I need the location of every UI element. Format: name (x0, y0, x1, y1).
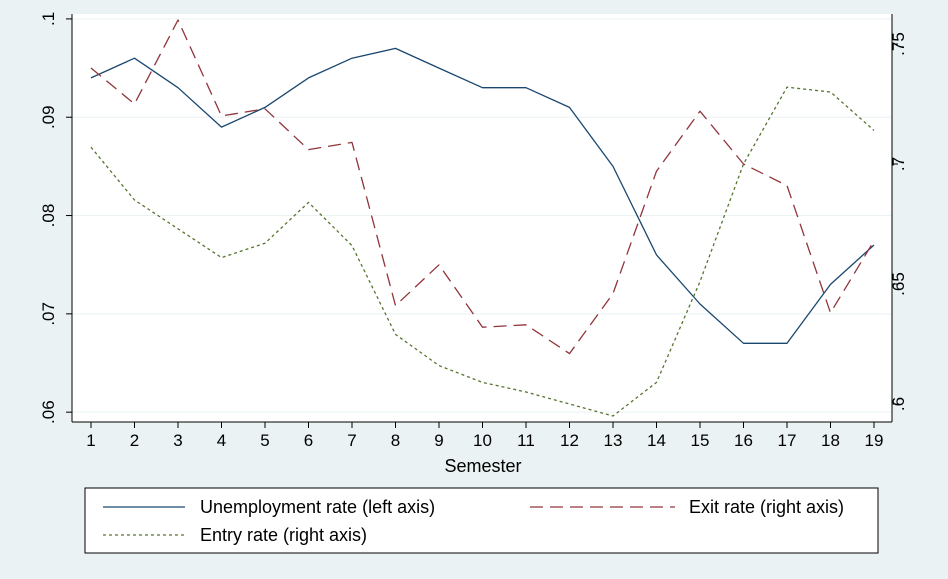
legend-box (84, 487, 879, 554)
right-tick-label: .7 (889, 157, 908, 171)
left-tick-label: .07 (39, 302, 58, 326)
left-tick-label: .08 (39, 204, 58, 228)
right-tick-label: .6 (889, 397, 908, 411)
x-tick-label: 16 (734, 431, 753, 450)
x-tick-label: 11 (517, 431, 535, 450)
right-tick-label: .65 (889, 272, 908, 296)
x-tick-label: 6 (304, 431, 313, 450)
x-tick-label: 14 (647, 431, 666, 450)
right-tick-label: .75 (889, 32, 908, 56)
x-tick-label: 12 (560, 431, 579, 450)
x-tick-label: 5 (260, 431, 269, 450)
gridlines (72, 18, 892, 413)
x-tick-label: 9 (434, 431, 443, 450)
x-tick-label: 10 (473, 431, 492, 450)
legend-label: Entry rate (right axis) (200, 525, 367, 545)
x-tick-label: 15 (691, 431, 710, 450)
x-tick-label: 7 (347, 431, 356, 450)
series-line (90, 19, 875, 355)
left-tick-label: .06 (39, 400, 58, 424)
legend-label: Unemployment rate (left axis) (200, 497, 435, 517)
x-tick-label: 8 (391, 431, 400, 450)
left-tick-label: .1 (39, 12, 58, 26)
x-tick-label: 17 (778, 431, 797, 450)
x-tick-label: 3 (173, 431, 182, 450)
x-tick-label: 13 (604, 431, 623, 450)
plot-area (72, 14, 892, 422)
x-tick-label: 4 (217, 431, 226, 450)
x-tick-label: 2 (130, 431, 139, 450)
x-axis-ticks: 1 2 3 4 5 6 7 8 9 10 11 12 13 14 15 16 17 18 19 (86, 422, 883, 450)
series-line (90, 47, 875, 344)
x-axis-title: Semester (444, 456, 521, 476)
series-lines (90, 19, 875, 417)
x-tick-label: 18 (821, 431, 840, 450)
x-tick-label: 1 (86, 431, 95, 450)
right-axis-ticks: .6 .65 .7 .75 (889, 32, 908, 411)
legend-label: Exit rate (right axis) (689, 497, 844, 517)
legend: Unemployment rate (left axis) Exit rate (… (103, 497, 844, 545)
x-tick-label: 19 (865, 431, 884, 450)
left-tick-label: .09 (39, 105, 58, 129)
left-axis-ticks: .06 .07 .08 .09 .1 (39, 12, 72, 424)
